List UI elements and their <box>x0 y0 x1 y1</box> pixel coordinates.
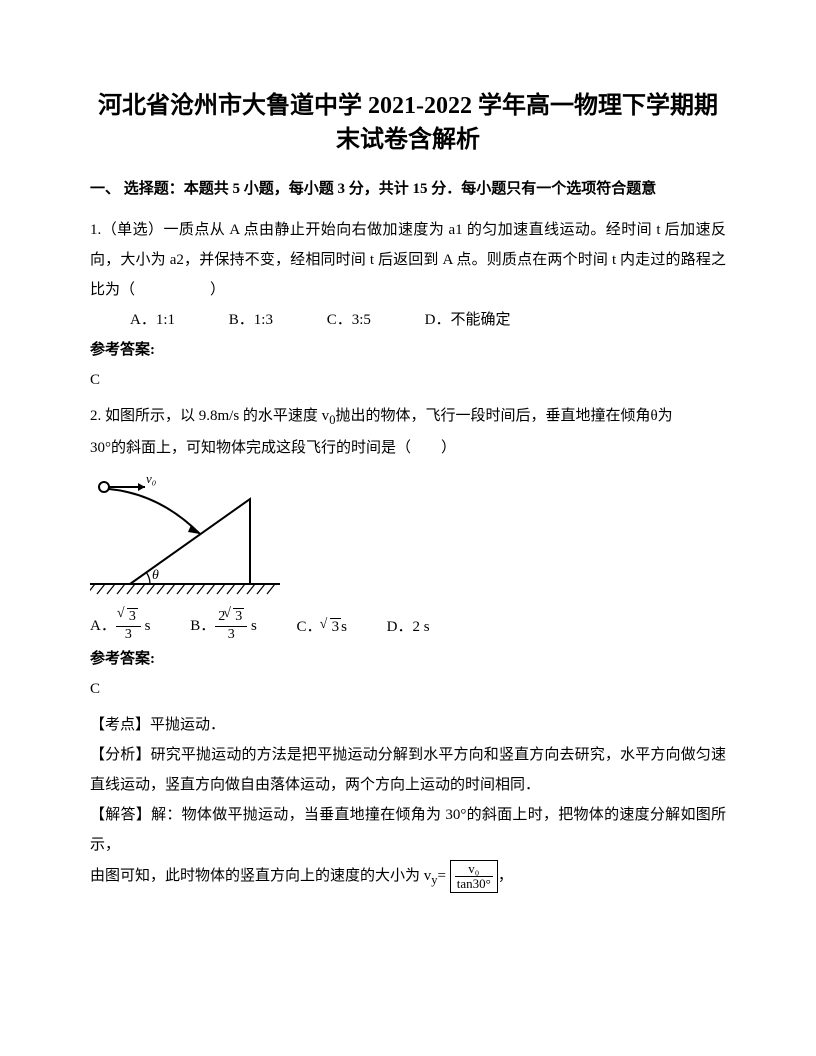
q2-jieda: 【解答】解：物体做平抛运动，当垂直地撞在倾角为 30°的斜面上时，把物体的速度分… <box>90 800 726 860</box>
q2-last-line: 由图可知，此时物体的竖直方向上的速度的大小为 vy= v₀tan30°， <box>90 860 726 894</box>
q2-opt-c: C．3s <box>297 612 347 642</box>
q2-last-eq: = <box>438 868 446 884</box>
document-title: 河北省沧州市大鲁道中学 2021-2022 学年高一物理下学期期末试卷含解析 <box>90 90 726 157</box>
theta-label: θ <box>152 568 159 583</box>
q2-opt-a-suffix: s <box>141 618 151 634</box>
q2-kaodian: 【考点】平抛运动． <box>90 710 726 740</box>
q2-answer-label: 参考答案: <box>90 644 726 674</box>
q2-opt-c-suffix: s <box>341 619 347 635</box>
q2-last-after: ， <box>498 868 513 884</box>
incline-diagram-svg: θ v₀ <box>90 469 280 599</box>
q1-options: A．1:1 B．1:3 C．3:5 D．不能确定 <box>90 305 726 335</box>
q1-opt-c: C．3:5 <box>327 305 371 335</box>
q2-fenxi: 【分析】研究平抛运动的方法是把平抛运动分解到水平方向和竖直方向去研究，水平方向做… <box>90 740 726 800</box>
q1-opt-b: B．1:3 <box>229 305 273 335</box>
q1-answer-label: 参考答案: <box>90 335 726 365</box>
q2-text-a: 2. 如图所示，以 9.8m/s 的水平速度 v <box>90 408 329 424</box>
boxed-fraction: v₀tan30° <box>450 860 498 894</box>
q2-opt-b-suffix: s <box>247 618 257 634</box>
q2-diagram: θ v₀ <box>90 469 726 604</box>
q2-opt-a: A．33 s <box>90 610 150 643</box>
q2-opt-b-label: B． <box>190 618 215 634</box>
q2-text-c: 30°的斜面上，可知物体完成这段飞行的时间是（ ） <box>90 433 726 463</box>
q2-opt-a-label: A． <box>90 618 116 634</box>
q1-opt-a: A．1:1 <box>130 305 175 335</box>
v0-label: v₀ <box>146 471 156 486</box>
page-root: { "title": "河北省沧州市大鲁道中学 2021-2022 学年高一物理… <box>0 0 816 933</box>
q2-opt-d: D．2 s <box>387 612 430 642</box>
q2-opt-c-label: C． <box>297 619 322 635</box>
q1-text: 1.（单选）一质点从 A 点由静止开始向右做加速度为 a1 的匀加速直线运动。经… <box>90 215 726 305</box>
boxed-num: v₀ <box>455 862 493 877</box>
q1-answer: C <box>90 365 726 395</box>
q2-last-a: 由图可知，此时物体的竖直方向上的速度的大小为 v <box>90 868 431 884</box>
q2-answer: C <box>90 674 726 704</box>
q2-options: A．33 s B．233 s C．3s D．2 s <box>90 610 726 643</box>
boxed-den: tan30° <box>455 877 493 891</box>
q1-opt-d: D．不能确定 <box>425 305 511 335</box>
section-heading: 一、 选择题：本题共 5 小题，每小题 3 分，共计 15 分．每小题只有一个选… <box>90 177 726 201</box>
q2-opt-b: B．233 s <box>190 610 257 643</box>
q2-text: 2. 如图所示，以 9.8m/s 的水平速度 v0抛出的物体，飞行一段时间后，垂… <box>90 401 726 433</box>
q2-text-b: 抛出的物体，飞行一段时间后，垂直地撞在倾角θ为 <box>335 408 672 424</box>
